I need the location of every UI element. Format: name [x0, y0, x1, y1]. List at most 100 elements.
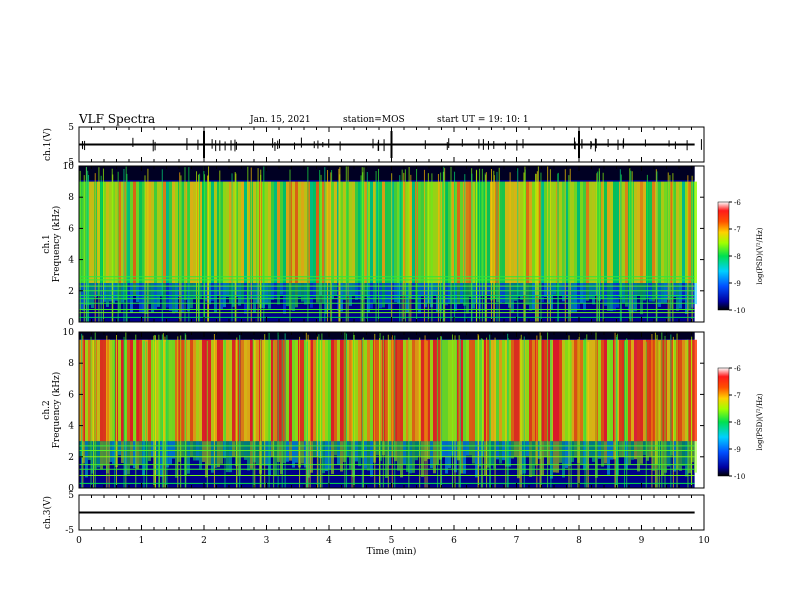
spectrogram-column-fade [496, 283, 499, 303]
spectrogram-column [319, 181, 322, 283]
spectrogram-column [592, 339, 595, 442]
spectrogram-column [265, 181, 268, 283]
spectrogram-column-fade [403, 441, 406, 466]
spectrogram-column-fade [127, 283, 130, 303]
spectrogram-column [130, 181, 133, 283]
spectrogram-column [142, 181, 145, 283]
spectrogram-column [469, 339, 472, 442]
spectrogram-column [250, 339, 253, 442]
spectrogram-column-fade [280, 441, 283, 475]
spectrogram-column-fade [541, 283, 544, 303]
spectrogram-column [694, 181, 697, 283]
spectrogram-column-fade [139, 441, 142, 465]
spectrogram-column-fade [136, 283, 139, 303]
spectrogram-column [616, 181, 619, 283]
spectrogram-column [181, 181, 184, 283]
spectrogram-column-fade [232, 283, 235, 307]
spectrogram-column-fade [340, 283, 343, 312]
start-time-label: start UT = 19: 10: 1 [437, 115, 529, 125]
spectrogram-column [346, 181, 349, 283]
x-tick-label: 4 [326, 536, 332, 546]
spectrogram-column [529, 339, 532, 442]
spectrogram-column-fade [82, 441, 85, 464]
spectrogram-column [550, 181, 553, 283]
spectrogram-column-fade [109, 441, 112, 462]
spectrogram-column [505, 339, 508, 442]
spectrogram-column [622, 181, 625, 283]
spectrogram-column-fade [400, 441, 403, 478]
spectrogram-column-fade [493, 441, 496, 469]
spectrogram-column-fade [337, 441, 340, 465]
spectrogram-column [559, 181, 562, 283]
spectrogram-column [613, 339, 616, 442]
spectrogram-column [631, 339, 634, 442]
spectrogram-column [448, 339, 451, 442]
spectrogram-column-fade [355, 441, 358, 462]
spectrogram-column [271, 339, 274, 442]
spectrogram-column-fade [247, 441, 250, 471]
spectrogram-column-fade [103, 441, 106, 466]
spectrogram-column [604, 181, 607, 283]
spectrogram-column [169, 181, 172, 283]
spectrogram-column [148, 339, 151, 442]
spectrogram-column [241, 181, 244, 283]
y-tick-label: 8 [68, 359, 74, 369]
spectrogram-column-fade [388, 441, 391, 466]
spectrogram-column-fade [292, 441, 295, 468]
spectrogram-column-fade [520, 283, 523, 300]
spectrogram-column [175, 339, 178, 442]
spectrogram-column [496, 181, 499, 283]
spectrogram-column-fade [139, 283, 142, 313]
spectrogram-column [256, 339, 259, 442]
y-axis-label: ch.3(V) [42, 496, 53, 529]
spectrogram-column [352, 181, 355, 283]
spectrogram-column [106, 339, 109, 442]
station-label: station=MOS [343, 115, 405, 125]
spectrogram-column-fade [562, 283, 565, 302]
spectrogram-column [487, 181, 490, 283]
spectrogram-column [421, 339, 424, 442]
spectrogram-column-fade [130, 283, 133, 313]
spectrogram-column-fade [328, 441, 331, 470]
spectrogram-column [133, 181, 136, 283]
spectrogram-column [313, 181, 316, 283]
spectrogram-column [433, 181, 436, 283]
spectrogram-column-fade [442, 441, 445, 457]
spectrogram-column [199, 181, 202, 283]
x-tick-label: 7 [514, 536, 520, 546]
spectrogram-column [310, 339, 313, 442]
spectrogram-column-fade [349, 283, 352, 306]
spectrogram-column [511, 339, 514, 442]
spectrogram-column-fade [610, 283, 613, 312]
spectrogram-column [412, 181, 415, 283]
spectrogram-column-fade [256, 441, 259, 465]
spectrogram-column-fade [559, 441, 562, 463]
y-tick-label: 10 [63, 328, 75, 338]
x-tick-label: 3 [264, 536, 270, 546]
spectrogram-column-fade [550, 441, 553, 479]
spectrogram-column [295, 181, 298, 283]
spectrogram-column-fade [511, 441, 514, 459]
y-tick-label: 5 [68, 123, 74, 133]
spectrogram-column [400, 181, 403, 283]
spectrogram-column-fade [151, 283, 154, 313]
spectrogram-column [211, 339, 214, 442]
spectrogram-column [508, 181, 511, 283]
spectrogram-column [139, 181, 142, 283]
spectrogram-column [109, 339, 112, 442]
spectrogram-column-fade [664, 283, 667, 303]
spectrogram-column [634, 339, 637, 442]
spectrogram-column-fade [91, 441, 94, 474]
spectrogram-column [256, 181, 259, 283]
spectrogram-column-fade [448, 441, 451, 469]
spectrogram-column-fade [580, 441, 583, 465]
spectrogram-column [472, 339, 475, 442]
spectrogram-column-fade [457, 283, 460, 305]
spectrogram-column [598, 339, 601, 442]
spectrogram-column [139, 339, 142, 442]
spectrogram-column-fade [277, 283, 280, 305]
spectrogram-column [376, 181, 379, 283]
spectrogram-column-fade [688, 283, 691, 311]
spectrogram-column-fade [643, 441, 646, 456]
y-tick-label: -5 [65, 526, 74, 536]
